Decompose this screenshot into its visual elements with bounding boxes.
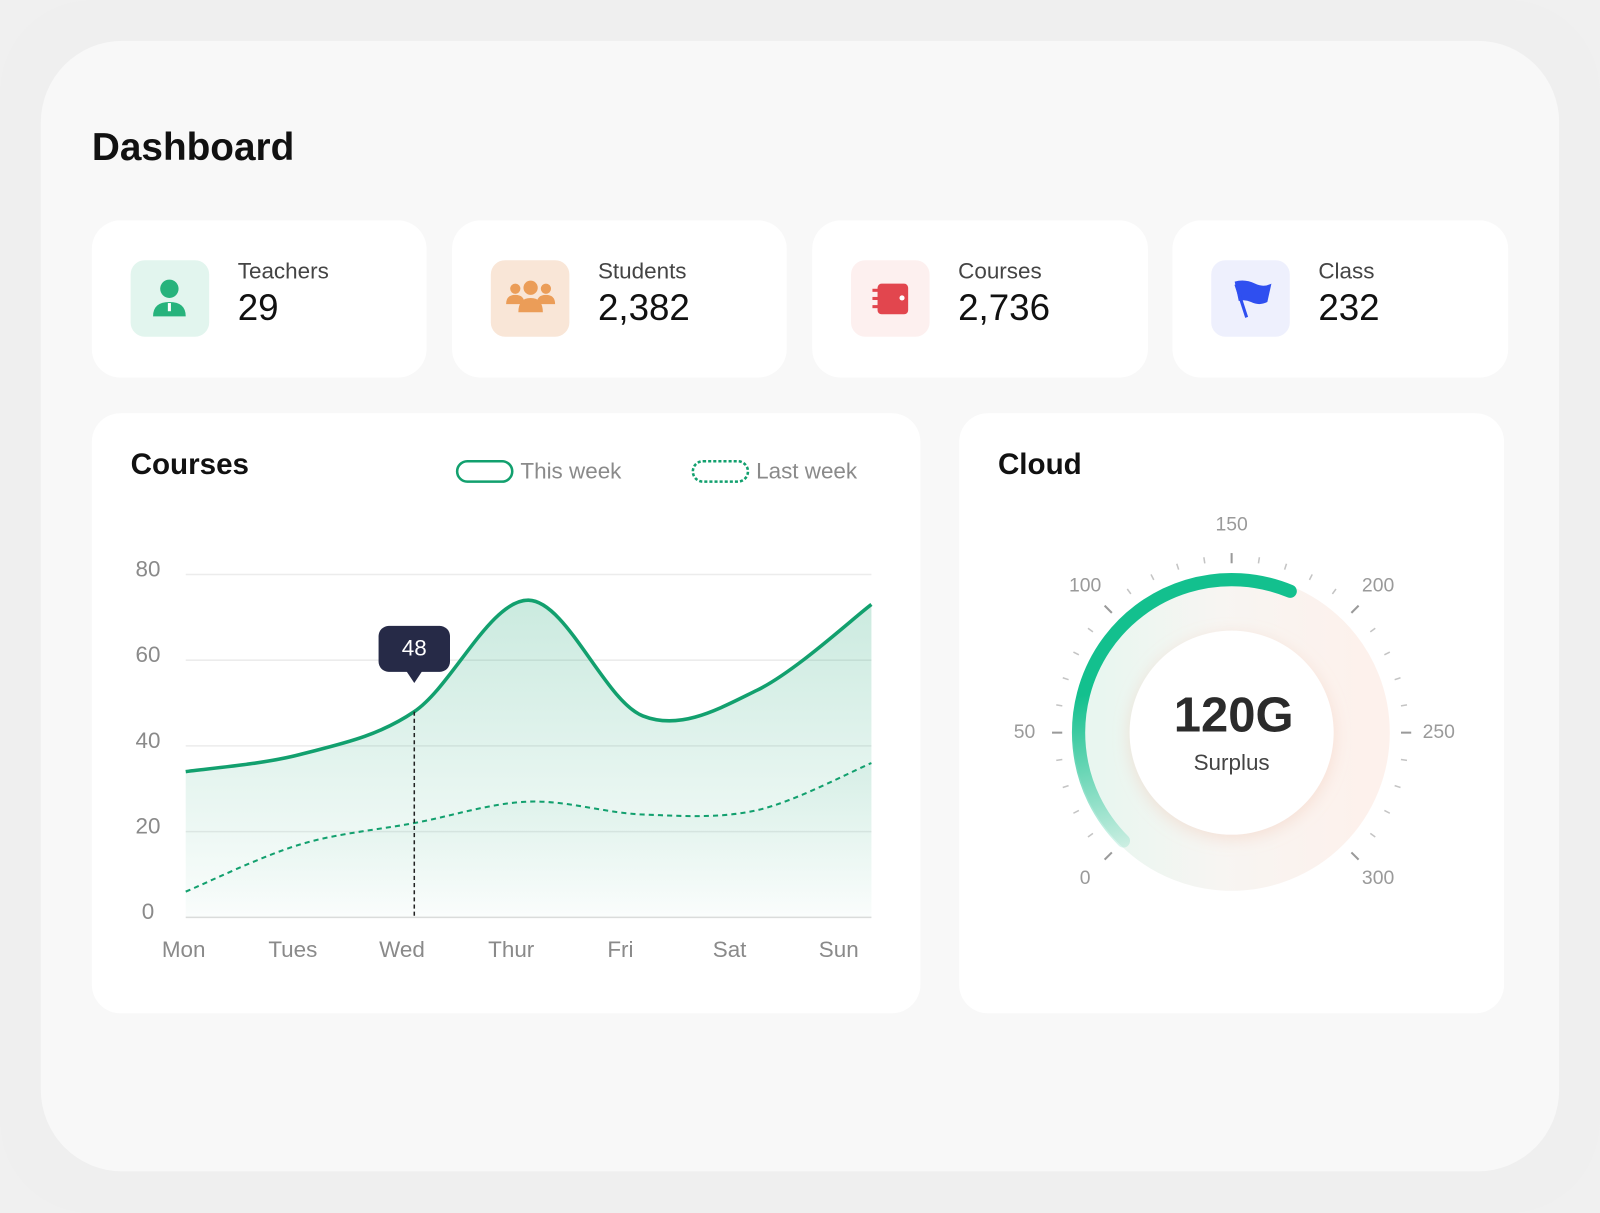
gauge-minor-tick (1087, 832, 1094, 838)
stat-card[interactable]: Class 232 (1172, 220, 1509, 378)
gauge-minor-tick (1394, 677, 1401, 681)
line-chart: 0 20 40 60 80 Mon Tues Wed Thur Fri Sat Sun This wee… (135, 458, 873, 962)
y-tick-label: 0 (142, 899, 154, 924)
legend-label: This week (520, 458, 622, 483)
x-tick-label: Thur (488, 937, 535, 962)
stat-card[interactable]: Students 2,382 (452, 220, 787, 378)
stat-card[interactable]: Teachers 29 (91, 220, 427, 378)
stat-label: Teachers (238, 258, 329, 283)
gauge-minor-tick (1384, 809, 1391, 814)
gauge-center (1129, 630, 1334, 835)
x-tick-label: Mon (162, 937, 206, 962)
gauge-minor-tick (1062, 677, 1069, 681)
stat-label: Courses (958, 258, 1042, 283)
students-icon (506, 280, 556, 313)
stat-value: 2,382 (598, 287, 690, 328)
gauge-minor-tick (1056, 704, 1063, 707)
gauge-tick (1103, 851, 1113, 861)
tooltip-pointer (406, 670, 423, 684)
legend-swatch[interactable] (455, 459, 514, 483)
card (452, 220, 787, 378)
gauge-minor-tick (1056, 758, 1063, 762)
gauge-minor-tick (1073, 809, 1080, 814)
gauge-tick-label: 300 (1362, 867, 1395, 889)
area (185, 600, 872, 918)
y-tick-label: 20 (135, 813, 160, 838)
x-tick-label: Sun (819, 937, 859, 962)
card (1172, 220, 1509, 378)
tooltip-box (378, 625, 450, 672)
chart-title: Cloud (998, 448, 1082, 481)
y-tick-label: 60 (135, 642, 160, 667)
stat-value: 29 (238, 287, 279, 328)
stat-value: 2,736 (958, 287, 1050, 328)
class-icon (1234, 280, 1272, 318)
gauge-minor-tick (1126, 588, 1132, 595)
x-tick-label: Fri (607, 937, 633, 962)
gauge-minor-tick (1384, 651, 1391, 656)
gauge-tick (1350, 851, 1360, 861)
series-line (185, 598, 873, 774)
gauge-minor-tick (1369, 627, 1376, 633)
legend-label: Last week (756, 458, 858, 483)
gauge-minor-tick (1150, 574, 1155, 581)
gauge-tick-label: 100 (1069, 574, 1102, 596)
gauge-minor-tick (1283, 563, 1288, 570)
x-tick-label: Sat (713, 937, 747, 962)
gauge-minor-tick (1400, 758, 1408, 762)
gauge-value-arc (1071, 572, 1297, 848)
gauge-tick-label: 50 (1014, 721, 1036, 743)
stat-value: 232 (1318, 287, 1379, 328)
stat-label: Class (1318, 258, 1374, 283)
gauge-tick-label: 200 (1362, 574, 1395, 596)
gauge-minor-tick (1257, 557, 1261, 564)
gauge-minor-tick (1331, 588, 1337, 595)
gauge-tick-label: 0 (1080, 867, 1091, 889)
gauge-tick-label: 250 (1423, 721, 1456, 743)
legend-swatch[interactable] (691, 459, 750, 483)
x-tick-label: Tues (268, 937, 317, 962)
gauge-minor-tick (1203, 557, 1206, 564)
gauge-minor-tick (1308, 574, 1313, 581)
stat-card[interactable]: Courses 2,736 (812, 220, 1148, 378)
gauge-minor-tick (1400, 704, 1408, 707)
icon-box (130, 260, 210, 337)
gauge-minor-tick (1176, 563, 1180, 570)
y-tick-label: 80 (135, 556, 160, 581)
gauge-tick (1103, 604, 1113, 614)
gauge-chart: 0 50 100 150 200 250 300 120G Surplus (1014, 514, 1456, 891)
x-tick-label: Wed (379, 937, 425, 962)
gauge-tick-label: 150 (1215, 514, 1248, 536)
page-title: Dashboard (92, 126, 294, 169)
gauge-minor-tick (1073, 651, 1080, 656)
gauge-center-text: 120G (1174, 688, 1294, 742)
tooltip-value: 48 (402, 635, 427, 660)
gauge-minor-tick (1087, 627, 1094, 633)
gauge-minor-tick (1369, 832, 1376, 838)
gauge-center-subtitle: Surplus (1194, 750, 1270, 775)
chart-title: Courses (131, 448, 249, 481)
gauge-minor-tick (1062, 784, 1069, 789)
teacher-icon (153, 279, 186, 317)
card (812, 220, 1148, 378)
courses-icon (872, 283, 909, 315)
gauge-track (1073, 574, 1390, 891)
gauge-tick (1350, 604, 1360, 614)
gauge-minor-tick (1394, 784, 1401, 789)
card (91, 220, 427, 378)
stat-label: Students (598, 258, 687, 283)
y-tick-label: 40 (135, 728, 160, 753)
